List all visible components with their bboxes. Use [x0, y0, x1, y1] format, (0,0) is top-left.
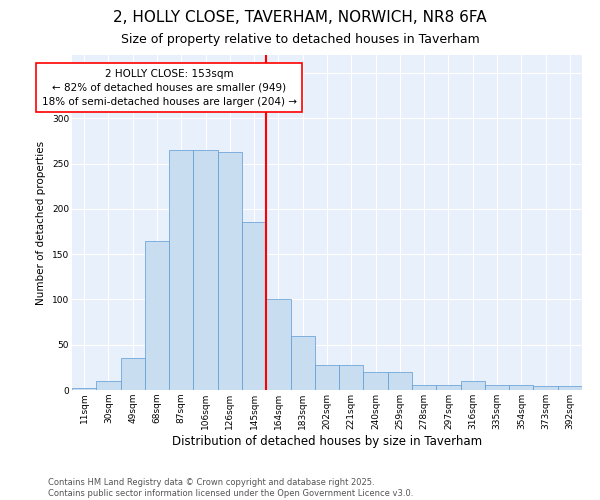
Bar	[290, 336, 315, 390]
Bar	[436, 386, 461, 390]
Bar	[485, 384, 509, 390]
Text: 2, HOLLY CLOSE, TAVERHAM, NORWICH, NR8 6FA: 2, HOLLY CLOSE, TAVERHAM, NORWICH, NR8 6…	[113, 10, 487, 25]
Text: Size of property relative to detached houses in Taverham: Size of property relative to detached ho…	[121, 32, 479, 46]
Bar	[364, 372, 388, 390]
Bar	[388, 372, 412, 390]
Bar	[218, 152, 242, 390]
Bar	[96, 381, 121, 390]
Bar	[558, 386, 582, 390]
Bar	[509, 386, 533, 390]
Bar	[315, 364, 339, 390]
Text: 2 HOLLY CLOSE: 153sqm
← 82% of detached houses are smaller (949)
18% of semi-det: 2 HOLLY CLOSE: 153sqm ← 82% of detached …	[41, 68, 296, 106]
Bar	[72, 388, 96, 390]
Bar	[461, 381, 485, 390]
Bar	[242, 222, 266, 390]
Bar	[412, 386, 436, 390]
Bar	[169, 150, 193, 390]
Bar	[121, 358, 145, 390]
Y-axis label: Number of detached properties: Number of detached properties	[37, 140, 46, 304]
Text: Contains HM Land Registry data © Crown copyright and database right 2025.
Contai: Contains HM Land Registry data © Crown c…	[48, 478, 413, 498]
Bar	[193, 150, 218, 390]
Bar	[339, 364, 364, 390]
Bar	[533, 386, 558, 390]
Bar	[145, 240, 169, 390]
Bar	[266, 300, 290, 390]
X-axis label: Distribution of detached houses by size in Taverham: Distribution of detached houses by size …	[172, 434, 482, 448]
